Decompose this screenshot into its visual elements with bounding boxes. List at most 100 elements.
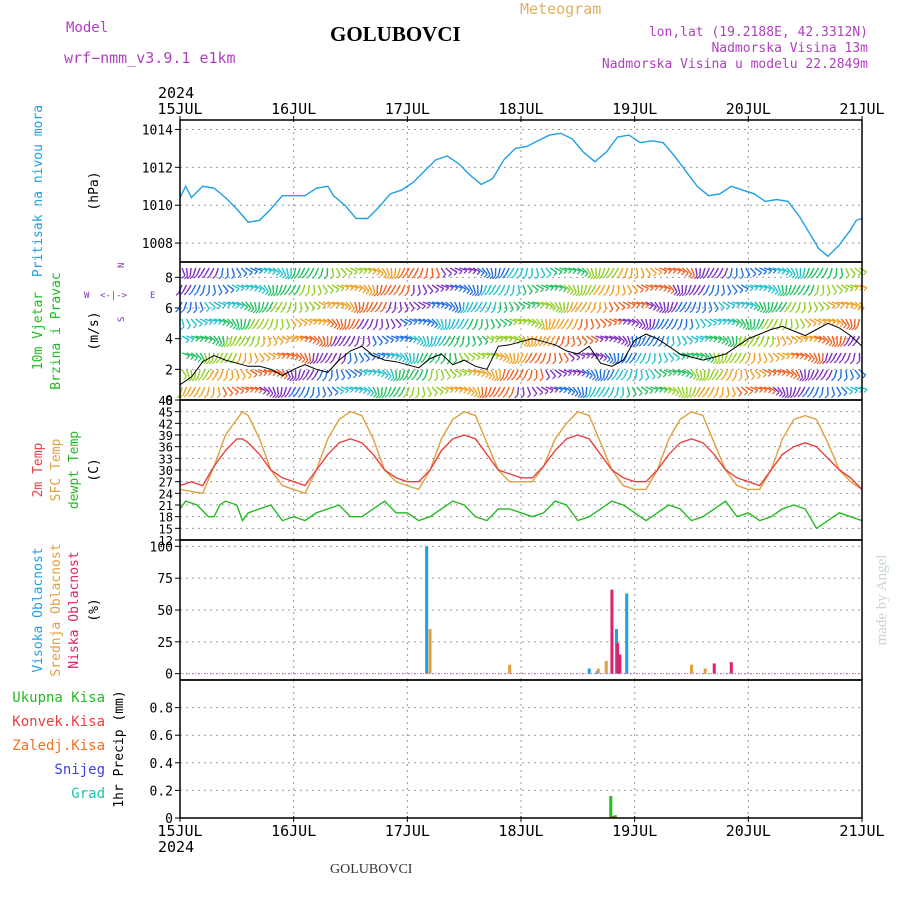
wind-barb [472,369,481,374]
wind-barb [618,335,625,342]
wind-barb [216,394,221,399]
wind-barb [381,369,389,376]
wind-barb [654,284,663,289]
wind-barb [311,292,316,297]
wind-barb [423,275,427,280]
wind-barb [554,369,562,376]
wind-barb [517,284,521,294]
wind-barb [390,318,396,327]
wind-barb [689,374,694,379]
wind-barb [635,343,640,348]
wind-barb [579,308,584,313]
wind-barb [454,301,459,310]
wind-barb [315,352,320,361]
wind-barb [596,309,601,314]
wind-barb [793,393,798,398]
wind-barb [502,393,507,398]
wind-barb [850,284,859,289]
wind-barb [290,352,299,358]
wind-barb [686,301,692,310]
wind-barb [585,386,588,396]
wind-barb [676,326,681,331]
wind-barb [789,291,793,296]
wind-barb [844,360,848,364]
wind-barb [750,386,759,391]
wind-barb [644,391,649,395]
wind-barb [260,343,265,348]
wind-barb [308,301,316,309]
wind-barb [296,267,301,276]
wind-barb [822,321,827,325]
wind-barb [795,318,800,327]
wind-barb [282,284,288,293]
wind-barb [781,356,785,361]
wind-barb [258,309,263,314]
wind-barb [472,284,477,293]
wind-barb [829,267,833,276]
wind-barb [640,369,643,379]
x-tick-label-bottom: 20JUL [726,822,771,840]
wind-barb [367,284,373,293]
wind-barb [670,308,675,313]
wind-barb [749,287,754,292]
wind-barb [854,326,859,331]
wind-barb [219,369,224,378]
wind-barb [245,386,254,391]
wind-barb [217,305,222,310]
wind-barb [385,326,390,331]
wind-barb [366,358,371,363]
wind-barb [268,371,272,376]
wind-barb [568,369,577,374]
y-tick-label: 4 [165,333,173,348]
wind-barb [704,318,712,325]
wind-barb [385,309,390,314]
wind-barb [246,318,251,327]
wind-barb [837,393,842,398]
wind-barb [531,284,539,291]
wind-barb [502,357,507,362]
wind-barb [516,274,521,279]
wind-barb [449,389,454,394]
wind-barb [390,267,393,277]
wind-barb [836,343,841,348]
wind-barb [663,287,668,292]
bar-srednja-oblacnost [703,668,707,674]
wind-barb [604,352,611,360]
wind-barb [481,373,486,378]
wind-barb [572,267,581,272]
wind-barb [731,284,738,292]
wind-barb [559,386,568,391]
wind-barb [552,360,556,365]
wind-barb [508,394,512,399]
wind-barb [508,360,513,364]
wind-barb [790,335,799,342]
wind-barb [526,377,531,382]
wind-barb [293,291,298,296]
y-tick-label: 45 [159,406,173,420]
wind-barb [318,318,327,323]
wind-barb [767,288,772,293]
wind-barb [595,352,604,358]
wind-barb [836,352,842,361]
wind-barb [299,335,308,340]
wind-barb [204,338,209,343]
wind-barb [706,369,711,378]
wind-barb [304,369,310,378]
wind-barb [259,267,268,272]
wind-barb [285,267,290,276]
wind-barb [439,391,444,396]
wind-barb [433,392,438,397]
wind-barb [408,335,417,341]
wind-barb [249,287,254,291]
wind-barb [404,309,409,313]
wind-barb [794,309,799,314]
wind-barb [427,377,432,382]
wind-barb [695,352,704,357]
wind-barb [663,343,668,348]
wind-barb [527,352,533,361]
wind-barb [196,267,201,276]
wind-barb [401,274,406,279]
wind-barb [795,369,801,378]
wind-barb [218,291,223,296]
wind-barb [527,394,531,398]
